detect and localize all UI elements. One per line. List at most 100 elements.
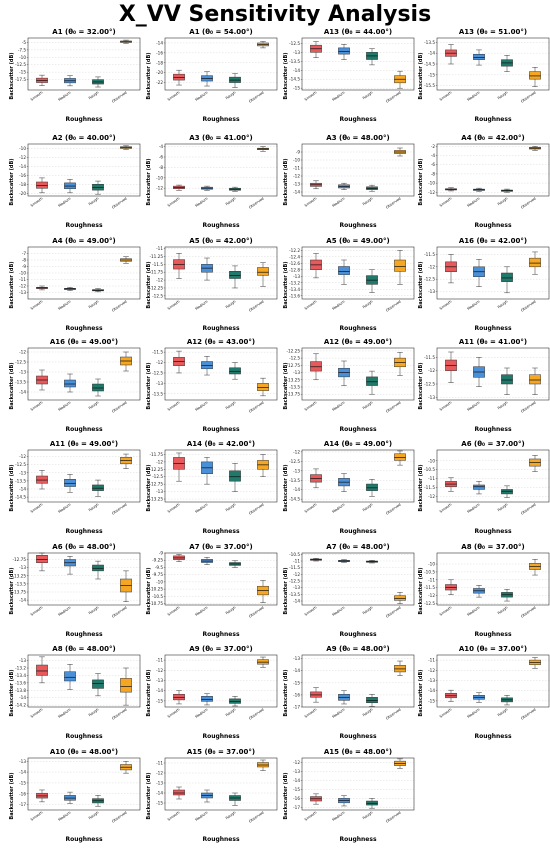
x-tick-label: Rough — [362, 197, 374, 207]
box-smooth — [36, 552, 48, 572]
y-tick-label: -12.6 — [289, 261, 300, 266]
plot-frame — [27, 757, 141, 811]
box-rough — [92, 180, 104, 195]
y-tick-label: -6 — [159, 155, 164, 160]
y-tick-label: -12.5 — [15, 462, 26, 467]
x-tick-label: Medium — [58, 196, 72, 208]
y-tick-label: -10 — [156, 579, 163, 584]
chart-title: A16 (θ₀ = 42.00°) — [458, 237, 528, 245]
x-tick-label: Rough — [88, 708, 100, 718]
figure-title: X_VV Sensitivity Analysis — [118, 2, 432, 27]
y-tick-label: -10 — [293, 158, 300, 163]
y-tick-label: -11.25 — [150, 254, 164, 259]
x-tick-label: Observed — [248, 300, 264, 313]
y-tick-label: -12 — [293, 174, 300, 179]
x-tick-label: Rough — [362, 401, 374, 411]
box-medium — [201, 693, 213, 706]
y-tick-label: -13.5 — [289, 385, 300, 390]
y-tick-label: -17 — [19, 802, 26, 807]
x-tick-label: Observed — [520, 300, 536, 313]
x-axis-label: Roughness — [65, 836, 103, 843]
x-tick-label: Smooth — [167, 91, 181, 102]
box-smooth — [173, 554, 185, 562]
y-tick-label: -13 — [293, 656, 300, 661]
box-medium — [338, 690, 350, 705]
x-tick-label: Observed — [111, 401, 127, 414]
chart-title: A11 (θ₀ = 49.00°) — [49, 440, 119, 448]
plot-svg: -12 -12.5 -13 -13.5 -14 -14.5 Smooth Medium Roug… — [289, 449, 415, 516]
x-tick-label: Rough — [88, 401, 100, 411]
y-tick-label: -13 — [428, 678, 435, 683]
box-rough — [229, 792, 241, 806]
chart-title: A5 (θ₀ = 49.00°) — [326, 237, 390, 245]
x-tick-label: Medium — [58, 90, 72, 102]
box-rough — [501, 266, 513, 294]
chart-panel: A10 (θ₀ = 48.00°) Backscatter (dB) Roughne… — [6, 748, 141, 851]
x-tick-label: Medium — [195, 707, 209, 719]
box-rough — [92, 76, 104, 88]
box-smooth — [310, 558, 322, 562]
box-observed — [394, 450, 406, 466]
x-tick-label: Medium — [58, 502, 72, 514]
plot-frame — [164, 246, 278, 300]
plot-svg: -2 -4 -6 -8 -10 -12 Smooth Medium Rough Observed — [428, 143, 550, 210]
box-medium — [201, 356, 213, 376]
y-tick-label: -10 — [428, 562, 435, 567]
y-tick-label: -17.5 — [15, 77, 26, 82]
y-tick-label: -13.75 — [287, 392, 301, 397]
x-axis-label: Roughness — [65, 631, 103, 638]
y-tick-label: -12.75 — [287, 363, 301, 368]
x-tick-label: Rough — [497, 91, 509, 101]
x-tick-label: Medium — [195, 502, 209, 514]
x-axis-label: Roughness — [339, 631, 377, 638]
x-tick-label: Medium — [195, 90, 209, 102]
x-tick-label: Smooth — [304, 503, 318, 514]
plot-frame — [164, 654, 278, 708]
y-tick-label: -12 — [293, 449, 300, 454]
x-axis-label: Roughness — [65, 528, 103, 535]
y-tick-label: -15 — [428, 72, 435, 77]
x-tick-label: Observed — [385, 811, 401, 824]
y-tick-label: -12 — [428, 494, 435, 499]
chart-panel: A12 (θ₀ = 49.00°) Backscatter (dB) Roughne… — [280, 338, 415, 441]
plot-svg: -12.25 -12.5 -12.75 -13 -13.25 -13.5 -13.75Smo… — [287, 347, 415, 414]
y-tick-label: -13.5 — [152, 391, 163, 396]
y-tick-label: -12 — [19, 155, 26, 160]
y-tick-label: -15.5 — [424, 83, 435, 88]
y-tick-label: -9 — [296, 150, 301, 155]
y-tick-label: -13.5 — [289, 478, 300, 483]
x-tick-label: Observed — [385, 300, 401, 313]
box-rough — [229, 560, 241, 568]
box-rough — [501, 55, 513, 72]
x-tick-label: Smooth — [167, 401, 181, 412]
y-tick-label: -10.5 — [424, 467, 435, 472]
box-rough — [229, 186, 241, 192]
plot-frame — [301, 449, 415, 503]
y-tick-label: -11.5 — [424, 485, 435, 490]
plot-frame — [27, 654, 141, 708]
plot-svg: -11 -12 -13 -14 -15 Smooth Medium Rough Observed — [428, 654, 550, 721]
box-rough — [366, 184, 378, 192]
box-medium — [64, 179, 76, 194]
x-tick-label: Medium — [332, 707, 346, 719]
box-smooth — [36, 789, 48, 803]
box-observed — [120, 351, 132, 372]
y-tick-label: -13 — [156, 781, 163, 786]
box-rough — [229, 362, 241, 380]
x-tick-label: Medium — [332, 400, 346, 412]
box-observed — [120, 453, 132, 469]
y-tick-label: -13 — [293, 468, 300, 473]
x-axis-label: Roughness — [65, 426, 103, 433]
y-tick-label: -11 — [428, 476, 435, 481]
x-tick-label: Smooth — [439, 197, 453, 208]
y-tick-label: -16 — [19, 791, 26, 796]
y-tick-label: -15 — [293, 86, 300, 91]
chart-panel: A3 (θ₀ = 41.00°) Backscatter (dB) Roughnes… — [143, 134, 278, 237]
y-tick-label: -11 — [156, 246, 163, 251]
chart-panel: A11 (θ₀ = 49.00°) Backscatter (dB) Roughne… — [6, 440, 141, 543]
y-tick-label: -8 — [431, 171, 436, 176]
box-smooth — [310, 353, 322, 381]
chart-title: A2 (θ₀ = 40.00°) — [52, 134, 116, 142]
plot-svg: -11.5 -12 -12.5 -13 -13.5 Smooth Medium Rough Ob… — [152, 347, 278, 414]
y-tick-label: -12 — [428, 264, 435, 269]
